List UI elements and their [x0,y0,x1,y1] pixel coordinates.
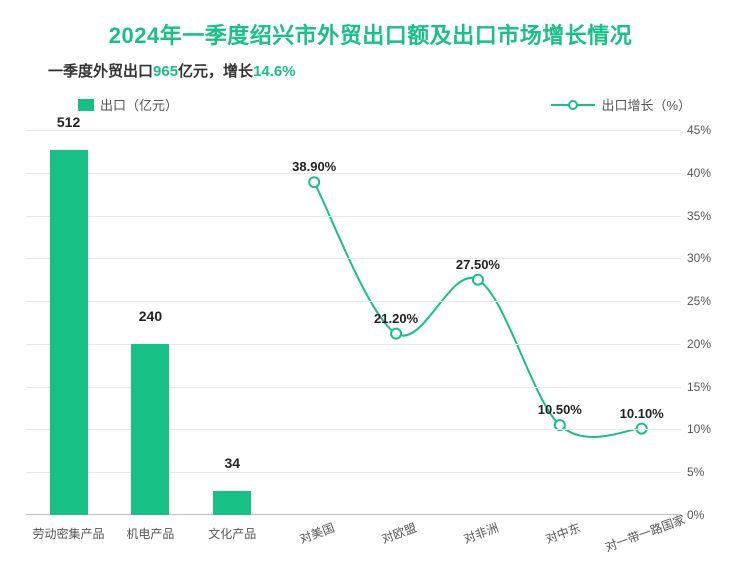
bar-value-label: 512 [57,114,80,130]
plot-area: 0%5%10%15%20%25%30%35%40%45%512劳动密集产品240… [26,130,681,515]
chart-title: 2024年一季度绍兴市外贸出口额及出口市场增长情况 [20,18,721,50]
x-axis-label: 对美国 [297,519,337,547]
y-right-tick-label: 25% [687,294,727,308]
legend-line-label: 出口增长（%） [601,95,691,114]
grid-line [26,173,681,174]
bar-value-label: 34 [225,455,241,471]
x-axis-label: 文化产品 [208,525,256,542]
y-right-tick-label: 35% [687,209,727,223]
legend-bar: 出口（亿元） [78,95,178,114]
x-axis-label: 对欧盟 [379,519,419,547]
legend-line: 出口增长（%） [551,95,691,114]
x-axis-label: 对中东 [543,519,583,547]
x-axis-label: 劳动密集产品 [33,525,105,542]
legend: 出口（亿元） 出口增长（%） [20,95,721,114]
bar [213,491,251,515]
y-right-tick-label: 30% [687,251,727,265]
line-path [314,182,642,437]
chart-container: 2024年一季度绍兴市外贸出口额及出口市场增长情况 一季度外贸出口965亿元，增… [0,0,741,585]
x-axis-label: 对非洲 [461,519,501,547]
bar-value-label: 240 [139,308,162,324]
y-right-tick-label: 40% [687,166,727,180]
line-marker [309,177,319,187]
y-right-tick-label: 0% [687,508,727,522]
subtitle-value: 965 [153,63,178,80]
y-right-tick-label: 5% [687,465,727,479]
line-value-label: 21.20% [374,311,418,326]
grid-line [26,258,681,259]
x-axis-label: 对一带一路国家 [602,511,687,556]
line-chart-svg [26,130,681,515]
legend-line-marker-icon [551,99,595,111]
grid-line [26,429,681,430]
grid-line [26,301,681,302]
subtitle-prefix: 一季度外贸出口 [48,63,153,80]
line-marker [473,275,483,285]
legend-bar-box [78,99,94,111]
grid-line [26,472,681,473]
y-right-tick-label: 15% [687,380,727,394]
legend-bar-label: 出口（亿元） [100,95,178,114]
bar [50,150,88,515]
line-value-label: 10.10% [620,406,664,421]
subtitle-unit: 亿元，增长 [178,63,253,80]
grid-line [26,344,681,345]
y-right-tick-label: 20% [687,337,727,351]
y-right-tick-label: 45% [687,123,727,137]
line-value-label: 27.50% [456,257,500,272]
grid-line [26,130,681,131]
subtitle-rate: 14.6% [253,63,296,80]
line-marker [391,329,401,339]
grid-line [26,216,681,217]
y-right-tick-label: 10% [687,422,727,436]
x-axis-label: 机电产品 [126,525,174,542]
line-value-label: 10.50% [538,402,582,417]
bar [131,344,169,515]
chart-subtitle: 一季度外贸出口965亿元，增长14.6% [48,60,721,81]
line-value-label: 38.90% [292,159,336,174]
grid-line [26,387,681,388]
